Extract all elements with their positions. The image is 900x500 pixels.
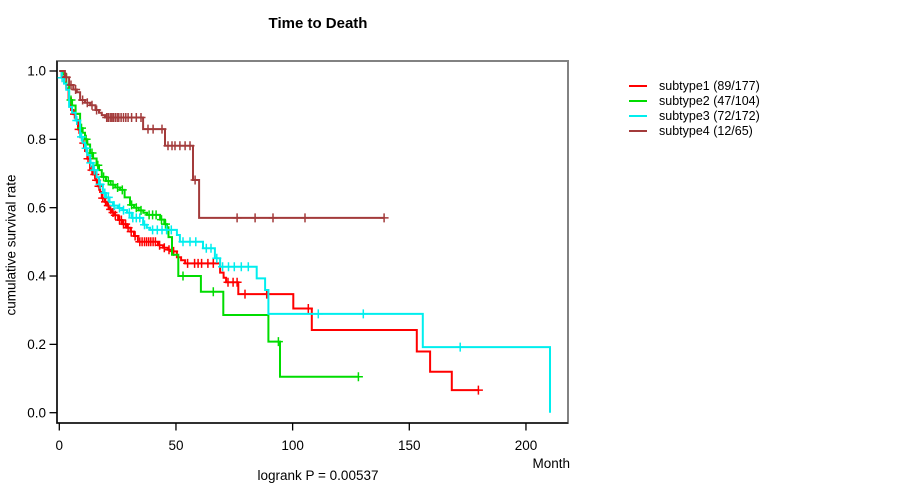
x-axis-label: Month [532, 456, 570, 471]
legend-item-subtype2: subtype2 (47/104) [629, 93, 760, 108]
logrank-annotation: logrank P = 0.00537 [257, 468, 379, 483]
x-tick-label: 100 [281, 438, 304, 453]
y-tick-label: 0.6 [27, 200, 46, 215]
legend-item-subtype3: subtype3 (72/172) [629, 108, 760, 123]
axis-lines [56, 61, 568, 424]
x-axis: 0 50 100 150 200 [56, 423, 538, 453]
legend-label: subtype1 (89/177) [659, 78, 760, 93]
legend-line-swatch [629, 129, 647, 132]
y-axis-label: cumulative survival rate [3, 174, 19, 316]
legend-line-swatch [629, 114, 647, 117]
legend-label: subtype3 (72/172) [659, 108, 760, 123]
legend-label: subtype2 (47/104) [659, 93, 760, 108]
legend-item-subtype1: subtype1 (89/177) [629, 78, 760, 93]
survival-curve-subtype3 [59, 70, 551, 413]
curve-group-subtype3 [57, 70, 551, 413]
x-tick-label: 150 [398, 438, 421, 453]
legend-line-swatch [629, 99, 647, 102]
censor-marks-subtype4 [61, 72, 389, 223]
plot-frame [56, 60, 569, 424]
legend: subtype1 (89/177) subtype2 (47/104) subtyp… [629, 78, 760, 138]
curve-group-subtype4 [59, 70, 389, 223]
legend-item-subtype4: subtype4 (12/65) [629, 123, 760, 138]
legend-label: subtype4 (12/65) [659, 123, 753, 138]
legend-line-swatch [629, 84, 647, 87]
x-tick-label: 0 [56, 438, 64, 453]
x-tick-label: 50 [168, 438, 183, 453]
chart-title: Time to Death [268, 15, 368, 32]
y-tick-label: 1.0 [27, 64, 46, 79]
censor-marks-subtype2 [66, 95, 363, 382]
x-tick-label: 200 [515, 438, 538, 453]
y-tick-label: 0.8 [27, 132, 46, 147]
y-tick-label: 0.2 [27, 337, 46, 352]
y-tick-label: 0.0 [27, 405, 46, 420]
y-axis: 0.0 0.2 0.4 0.6 0.8 1.0 [27, 64, 57, 420]
y-tick-label: 0.4 [27, 269, 46, 284]
